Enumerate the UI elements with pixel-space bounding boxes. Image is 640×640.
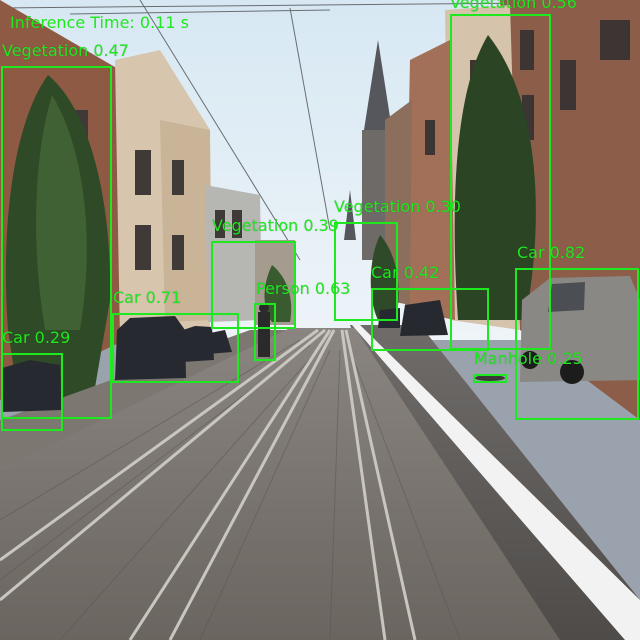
street-scene-photo bbox=[0, 0, 640, 640]
